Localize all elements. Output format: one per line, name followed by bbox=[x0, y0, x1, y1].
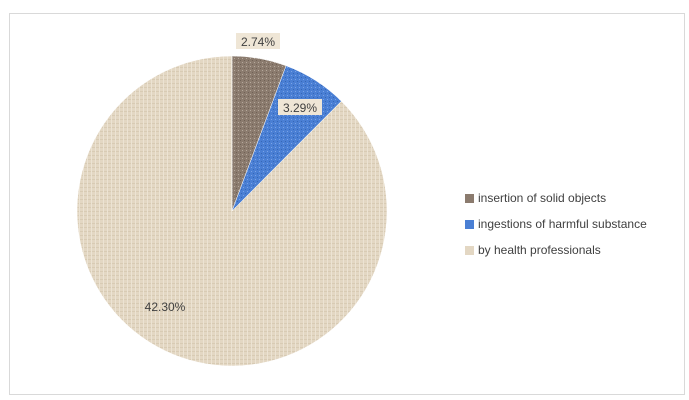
legend-item-health-professionals: by health professionals bbox=[465, 240, 647, 260]
data-label-ingestions: 3.29% bbox=[278, 99, 322, 115]
pie-slices bbox=[76, 55, 388, 367]
legend-swatch-ingestions bbox=[465, 219, 474, 229]
chart-area: 2.74% 3.29% 42.30% insertion of solid obje… bbox=[9, 13, 685, 395]
legend-swatch-health-professionals bbox=[465, 245, 474, 255]
data-label-text-insertion: 2.74% bbox=[241, 35, 275, 49]
pie-slice-health-professionals bbox=[76, 55, 388, 367]
legend-label-ingestions: ingestions of harmful substance bbox=[478, 217, 647, 231]
data-label-health-professionals: 42.30% bbox=[145, 300, 186, 314]
legend: insertion of solid objects ingestions of… bbox=[465, 188, 647, 266]
pie-data-labels: 2.74% 3.29% 42.30% bbox=[145, 33, 322, 314]
legend-label-health-professionals: by health professionals bbox=[478, 243, 601, 257]
legend-label-insertion: insertion of solid objects bbox=[478, 191, 607, 205]
data-label-insertion: 2.74% bbox=[236, 33, 280, 49]
pie-chart: 2.74% 3.29% 42.30% bbox=[76, 33, 388, 367]
data-label-text-ingestions: 3.29% bbox=[283, 101, 317, 115]
legend-swatch-insertion bbox=[465, 193, 474, 203]
legend-item-insertion: insertion of solid objects bbox=[465, 188, 647, 208]
legend-item-ingestions: ingestions of harmful substance bbox=[465, 214, 647, 234]
data-label-text-health-professionals: 42.30% bbox=[145, 300, 186, 314]
